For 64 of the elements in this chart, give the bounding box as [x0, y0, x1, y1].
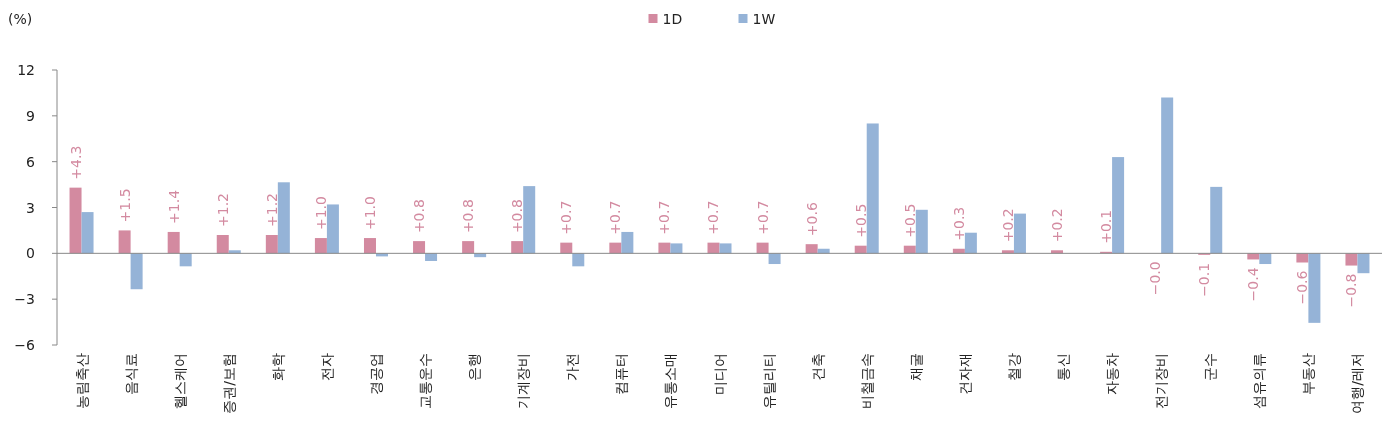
x-tick-label: 음식료 [122, 353, 139, 395]
x-tick-label: 화학 [269, 353, 286, 381]
data-label: −0.8 [1343, 273, 1360, 308]
legend-label: 1W [752, 11, 776, 27]
data-label: +1.2 [263, 193, 280, 227]
y-tick-label: 6 [26, 153, 36, 170]
data-label: +0.6 [803, 202, 820, 237]
x-tick-label: 여행/레저 [1349, 353, 1366, 414]
data-label: +0.5 [901, 203, 918, 238]
data-label: +0.5 [852, 203, 869, 238]
x-tick-label: 비철금속 [858, 353, 875, 409]
data-label: −0.6 [1294, 270, 1311, 305]
x-tick-label: 유통소매 [662, 353, 679, 409]
x-tick-label: 자동차 [1104, 353, 1121, 395]
y-axis-title: (%) [8, 11, 33, 27]
x-tick-label: 교통운수 [417, 353, 434, 409]
y-tick-label: 0 [26, 245, 35, 262]
x-tick-label: 가전 [564, 353, 581, 381]
x-tick-label: 헬스케어 [171, 353, 188, 409]
data-label: −0.1 [1196, 262, 1213, 297]
x-tick-label: 통신 [1055, 353, 1072, 381]
y-tick-label: −6 [14, 337, 36, 353]
x-tick-label: 증권/보험 [220, 353, 237, 414]
x-tick-label: 군수 [1202, 353, 1219, 381]
x-tick-label: 채굴 [907, 353, 924, 381]
legend-label: 1D [662, 11, 683, 27]
data-label: +0.3 [950, 206, 967, 241]
data-label: +0.7 [558, 200, 575, 235]
data-label: +1.5 [116, 188, 133, 223]
x-tick-label: 전기장비 [1153, 353, 1170, 409]
x-tick-label: 농림축산 [73, 353, 90, 409]
data-label: +4.3 [67, 145, 84, 180]
x-tick-label: 전자 [318, 353, 335, 381]
data-label: +0.8 [460, 199, 477, 234]
x-tick-label: 기계장비 [515, 353, 532, 409]
data-label: +1.4 [165, 189, 182, 224]
y-tick-label: 12 [17, 62, 35, 78]
x-tick-label: 건축 [809, 353, 826, 381]
x-tick-label: 섬유의류 [1251, 353, 1268, 409]
y-tick-label: 3 [26, 199, 35, 216]
data-label: +0.7 [656, 200, 673, 235]
x-tick-label: 유틸리티 [760, 353, 777, 409]
data-label: +0.7 [607, 200, 624, 235]
data-label: −0.4 [1245, 267, 1262, 302]
data-label: +0.8 [509, 199, 526, 234]
y-tick-label: −3 [14, 291, 35, 308]
x-tick-label: 경공업 [367, 353, 384, 395]
x-tick-label: 은행 [466, 353, 483, 381]
x-tick-label: 철강 [1005, 353, 1022, 381]
x-tick-label: 부동산 [1300, 353, 1317, 395]
data-label: +0.7 [754, 200, 771, 235]
data-label: +0.8 [411, 199, 428, 234]
x-tick-label: 컴퓨터 [613, 353, 630, 395]
data-label: +0.1 [1098, 209, 1115, 244]
y-tick-label: 9 [26, 107, 35, 124]
data-label: +1.2 [214, 193, 231, 227]
data-label: +1.0 [312, 196, 329, 231]
x-tick-label: 미디어 [711, 353, 728, 395]
data-label: +0.7 [705, 200, 722, 235]
data-label: +0.2 [999, 208, 1016, 243]
data-label: −0.0 [1147, 261, 1164, 296]
data-label: +1.0 [361, 196, 378, 231]
x-tick-label: 건자재 [956, 353, 973, 395]
data-label: +0.2 [1049, 208, 1066, 243]
